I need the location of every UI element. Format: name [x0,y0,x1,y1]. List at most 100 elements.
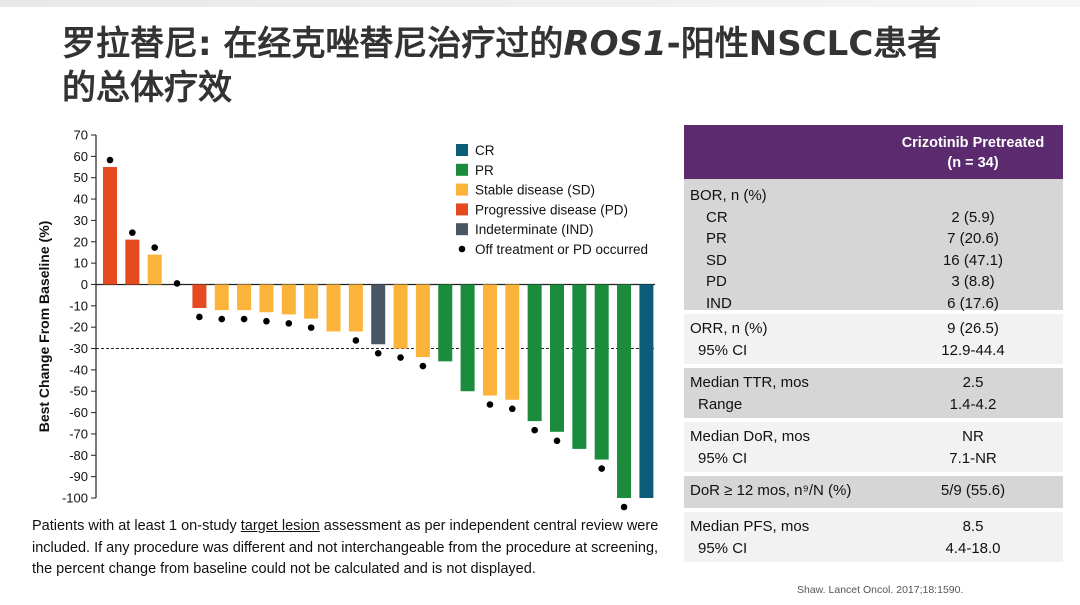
off-treatment-dot [620,503,628,511]
off-treatment-dot [129,229,136,236]
legend-label: Stable disease (SD) [475,183,595,198]
bar [482,284,497,396]
y-tick-label: -10 [69,298,88,313]
off-treatment-dot [196,313,203,321]
table-row: SD 16 (47.1) [684,250,1063,272]
bar [415,284,430,358]
bar [594,284,609,460]
table-section: Median DoR, mos NR 95% CI 7.1-NR [684,422,1063,472]
off-treatment-dot [352,337,360,344]
bar [125,239,140,285]
table-row: PD 3 (8.8) [684,271,1063,293]
table-row: 95% CI 12.9-44.4 [684,340,1063,362]
table-row: IND 6 (17.6) [684,293,1063,315]
table-row: Median PFS, mos 8.5 [684,516,1063,538]
off-treatment-dot [263,317,270,325]
bar [192,284,207,308]
off-treatment-dot [374,349,382,357]
table-row: 95% CI 7.1-NR [684,448,1063,470]
y-tick-label: 30 [74,213,88,228]
efficacy-table: Crizotinib Pretreated (n = 34) BOR, n (%… [684,125,1063,562]
bar [147,254,162,285]
y-tick-label: -60 [69,405,88,420]
y-tick-label: 20 [74,234,88,249]
bar [214,284,229,311]
table-section: DoR ≥ 12 mos, n⁹/N (%) 5/9 (55.6) [684,476,1063,508]
legend-swatch [456,163,468,176]
row-label: PD [706,273,727,290]
off-treatment-dot [553,437,561,445]
legend-label: Progressive disease (PD) [475,202,628,217]
bar [438,284,453,362]
y-tick-label: -80 [69,448,88,463]
table-row: ORR, n (%) 9 (26.5) [684,318,1063,340]
y-tick-label: -40 [69,362,88,377]
row-label: CR [706,208,728,226]
off-treatment-dot [419,362,427,370]
header-line-2: (n = 34) [947,155,999,171]
table-header-cell: Crizotinib Pretreated (n = 34) [883,125,1063,179]
row-value: 7.1-NR [949,449,997,467]
row-value: 2 (5.9) [951,208,995,226]
row-label: IND [706,294,732,312]
slide-title: 罗拉替尼: 在经克唑替尼治疗过的ROS1-阳性NSCLC患者 的总体疗效 [62,22,1052,110]
row-value: 12.9-44.4 [941,341,1005,359]
row-value [883,185,1063,207]
bar [304,284,319,319]
off-treatment-dot [509,405,516,413]
row-value: 9 (26.5) [947,320,999,337]
y-tick-label: -100 [62,491,88,506]
y-tick-label: -30 [69,341,88,356]
bar [348,284,363,332]
row-label: 95% CI [698,449,748,467]
row-label: 95% CI [698,539,748,557]
bar [326,284,341,332]
row-value: 16 (47.1) [942,251,1004,269]
legend-swatch [456,223,468,236]
citation: Shaw. Lancet Oncol. 2017;18:1590. [797,584,964,596]
table-header: Crizotinib Pretreated (n = 34) [684,125,1063,179]
table-body: BOR, n (%) CR 2 (5.9) PR 7 (20.6) SD 16 (47.1)… [684,179,1063,562]
row-label: SD [706,251,727,269]
off-treatment-dot [285,320,293,327]
bar [572,284,587,449]
bar [617,284,632,498]
table-row: PR 7 (20.6) [684,228,1063,250]
legend-dot [458,245,466,253]
section-gap [684,310,1063,314]
off-treatment-dot [307,324,315,331]
bar [505,284,520,400]
y-tick-label: -50 [69,384,88,399]
legend-swatch [456,144,468,156]
off-treatment-dot [397,354,404,361]
row-value: 6 (17.6) [947,294,999,312]
off-treatment-dot [106,156,114,164]
table-section: BOR, n (%) CR 2 (5.9) PR 7 (20.6) SD 16 (47.1)… [684,179,1063,312]
y-tick-label: -20 [69,320,88,335]
section-gap [684,472,1063,476]
bar [259,284,274,313]
row-label: DoR ≥ 12 mos, n⁹/N (%) [690,482,852,499]
legend-swatch [456,203,468,216]
off-treatment-dot [531,426,538,434]
off-treatment-dot [173,280,181,287]
row-label: Range [698,395,743,413]
y-tick-label: 0 [81,277,88,292]
row-label: Median PFS, mos [690,518,810,535]
row-value: 4.4-18.0 [945,539,1001,557]
section-gap [684,418,1063,422]
footnote-part-2: assessment as per independent central re… [32,518,659,577]
y-tick-label: 10 [74,256,88,271]
bar [371,284,386,345]
row-label: Median DoR, mos [690,428,811,445]
row-label: PR [706,230,727,247]
header-line-1: Crizotinib Pretreated [901,135,1045,151]
table-row: Median TTR, mos 2.5 [684,372,1063,394]
footnote-part-1: Patients with at least 1 on-study [32,518,241,534]
legend-label: CR [475,143,495,158]
y-tick-label: -90 [69,469,88,484]
legend-swatch [456,183,468,196]
row-value: 7 (20.6) [947,230,999,247]
y-tick-label: -70 [69,426,88,441]
row-value: 1.4-4.2 [949,395,997,413]
